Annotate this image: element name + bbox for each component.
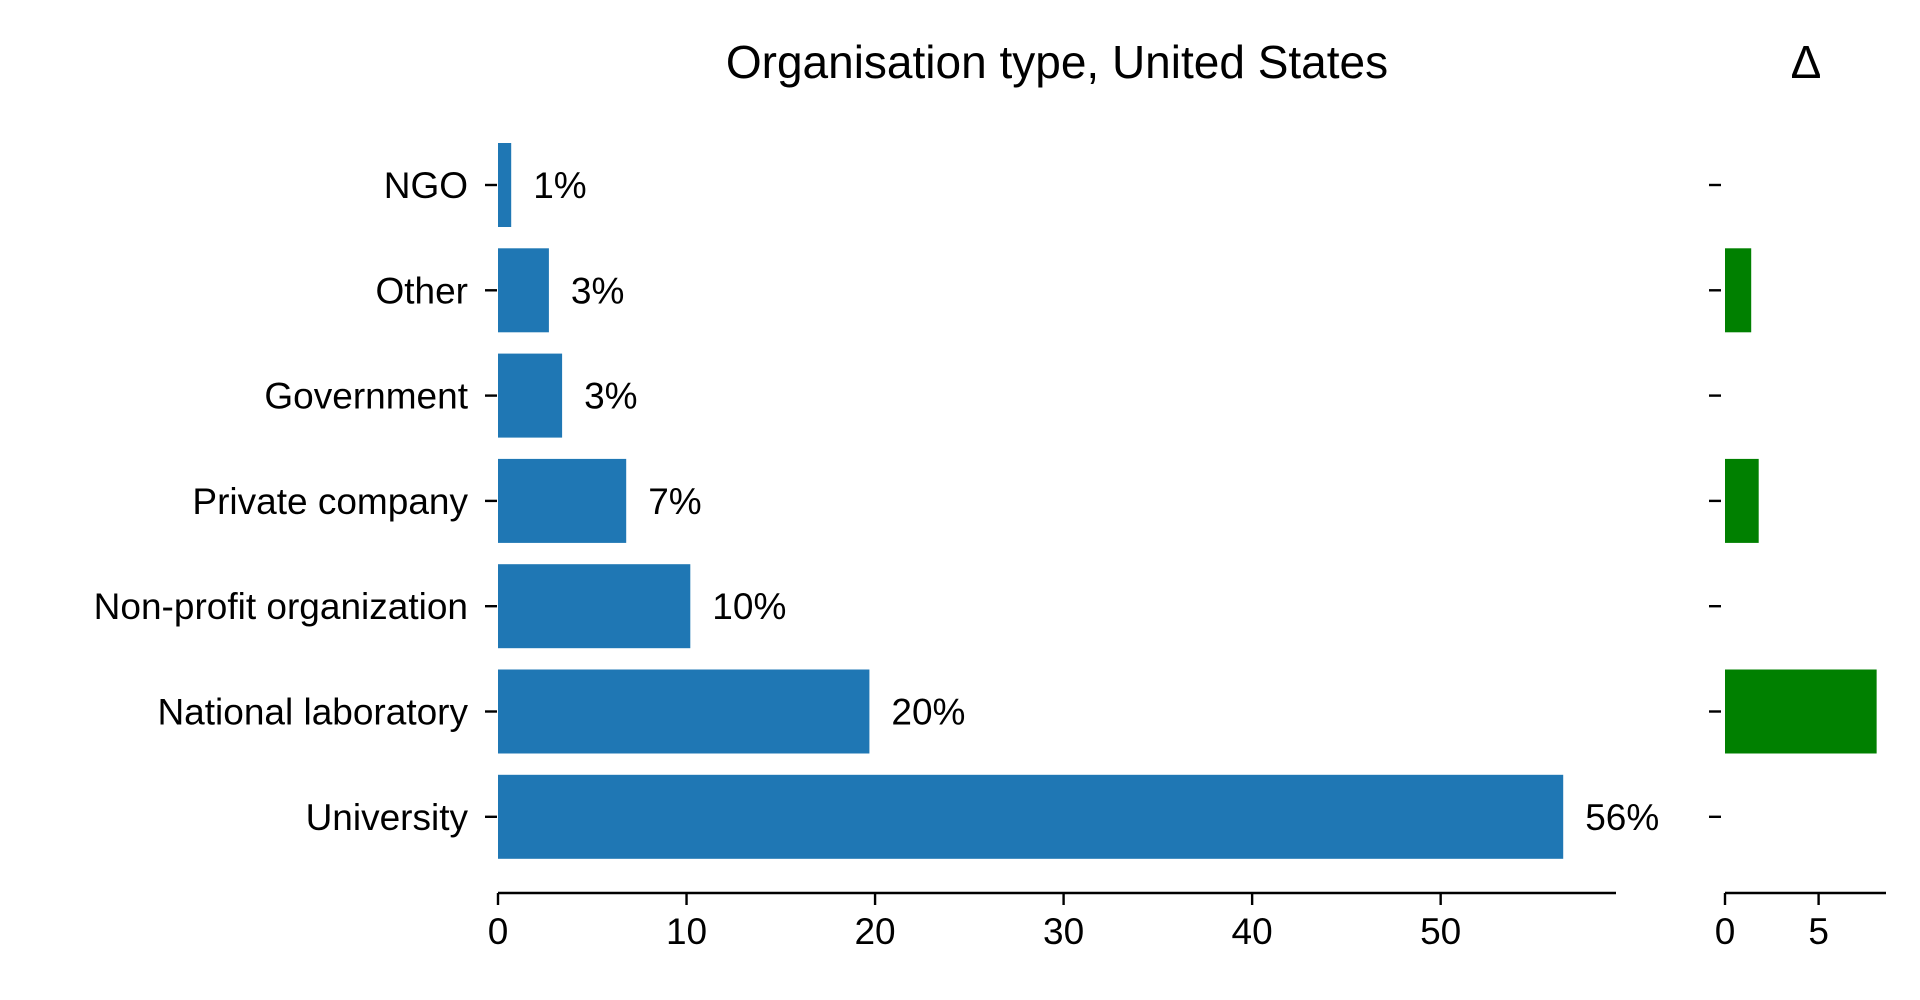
data-label: 20% (891, 692, 965, 733)
x-tick-label: 10 (666, 911, 707, 952)
bar-national-laboratory (498, 669, 870, 754)
bar-government (498, 353, 563, 438)
category-label: Private company (192, 481, 468, 522)
category-label: University (306, 797, 469, 838)
bar-non-profit-organization (498, 564, 691, 649)
x-tick-label: 50 (1420, 911, 1461, 952)
delta-bar-other (1725, 248, 1752, 333)
bar-other (498, 248, 549, 333)
bar-ngo (498, 143, 512, 227)
category-label: Non-profit organization (94, 586, 468, 627)
delta-chart-title: Δ (1791, 36, 1822, 88)
category-label: National laboratory (157, 692, 468, 733)
category-label: Government (264, 376, 468, 417)
delta-x-tick-label: 5 (1808, 911, 1829, 952)
main-bars: 1% 3% 3% 7% 10% 20% 56% (498, 143, 1659, 859)
bar-private-company (498, 458, 627, 543)
x-tick-label: 30 (1043, 911, 1084, 952)
data-label: 3% (571, 270, 624, 311)
main-chart-title: Organisation type, United States (726, 36, 1388, 88)
delta-bar-private-company (1725, 458, 1759, 543)
bar-university (498, 774, 1564, 859)
delta-x-tick-label: 0 (1715, 911, 1736, 952)
category-label: Other (375, 270, 468, 311)
data-label: 1% (533, 165, 586, 206)
x-tick-label: 40 (1232, 911, 1273, 952)
data-label: 56% (1585, 797, 1659, 838)
data-label: 3% (584, 376, 637, 417)
delta-bar-national-laboratory (1725, 669, 1877, 754)
data-label: 10% (712, 586, 786, 627)
main-x-axis: 0 10 20 30 40 50 (488, 891, 1616, 952)
data-label: 7% (648, 481, 701, 522)
category-labels: NGO Other Government Private company Non-pro… (94, 165, 497, 838)
x-tick-label: 0 (488, 911, 509, 952)
main-bar-panel: Organisation type, United States 1% 3% 3% 7… (94, 36, 1660, 952)
x-tick-label: 20 (854, 911, 895, 952)
delta-bars (1709, 183, 1877, 818)
category-label: NGO (384, 165, 468, 206)
